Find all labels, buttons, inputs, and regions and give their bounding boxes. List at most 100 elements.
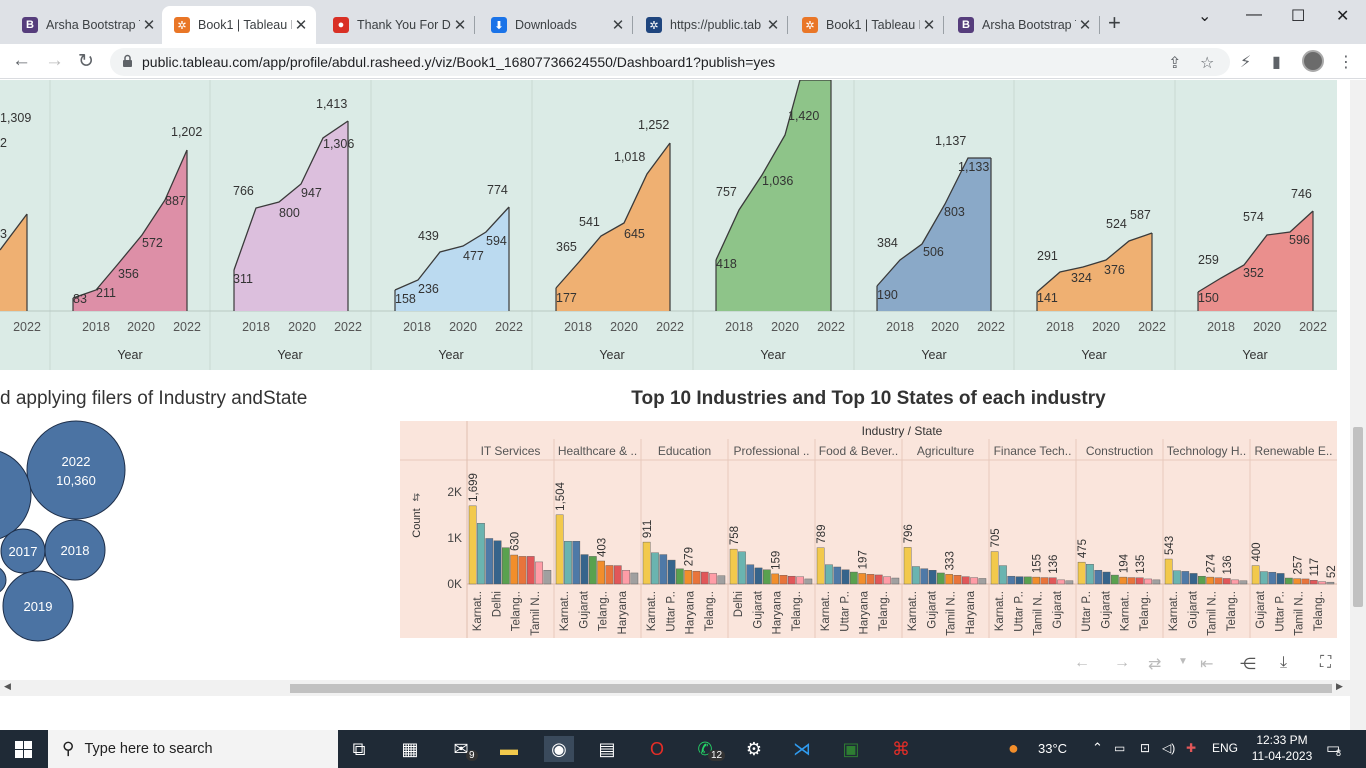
bar-mark[interactable]	[833, 566, 842, 585]
scroll-right-icon[interactable]: ▶	[1336, 681, 1343, 691]
bar-mark[interactable]	[920, 568, 929, 585]
bar-mark[interactable]	[841, 569, 850, 585]
bubble-mark[interactable]	[2, 570, 74, 642]
taskbar-search[interactable]: ⚲ Type here to search	[48, 730, 338, 768]
bar-mark[interactable]	[990, 551, 999, 585]
bar-mark[interactable]	[485, 538, 494, 585]
bar-mark[interactable]	[1094, 569, 1103, 585]
bar-mark[interactable]	[1065, 580, 1074, 585]
bar-mark[interactable]	[1173, 570, 1181, 585]
new-tab-button[interactable]: +	[1108, 10, 1121, 35]
bar-mark[interactable]	[746, 564, 755, 585]
bar-mark[interactable]	[717, 575, 726, 585]
area-mark[interactable]	[877, 158, 991, 311]
bar-mark[interactable]	[684, 569, 693, 585]
bar-mark[interactable]	[816, 547, 825, 585]
bar-mark[interactable]	[709, 573, 717, 585]
bar-mark[interactable]	[754, 567, 763, 585]
bar-mark[interactable]	[1077, 561, 1086, 585]
bar-mark[interactable]	[1276, 573, 1285, 585]
battery-icon[interactable]: ▭	[1114, 741, 1126, 755]
bar-mark[interactable]	[555, 514, 564, 585]
app-icon[interactable]: ▤	[598, 738, 616, 759]
bar-mark[interactable]	[572, 541, 581, 585]
bar-mark[interactable]	[945, 574, 954, 585]
file-explorer-icon[interactable]: ▬	[500, 738, 518, 759]
minimize-button[interactable]: —	[1246, 6, 1262, 23]
bubble-mark[interactable]	[44, 519, 106, 581]
browser-tab[interactable]: ✲ Book1 | Tableau P ✕	[162, 6, 316, 44]
tab-close-icon[interactable]: ✕	[1078, 17, 1092, 34]
bar-mark[interactable]	[1251, 565, 1260, 585]
tab-close-icon[interactable]: ✕	[611, 17, 625, 34]
bar-mark[interactable]	[468, 505, 477, 585]
bar-mark[interactable]	[613, 565, 622, 585]
maximize-button[interactable]: ☐	[1291, 8, 1306, 25]
undo-icon[interactable]: ←	[1074, 654, 1090, 671]
back-icon[interactable]: ←	[12, 50, 31, 71]
tray-chevron-icon[interactable]: ⌃	[1092, 740, 1103, 755]
bar-mark[interactable]	[1164, 558, 1173, 585]
bar-mark[interactable]	[526, 556, 535, 585]
bar-mark[interactable]	[738, 551, 746, 585]
chrome-icon[interactable]: ◉	[544, 736, 574, 762]
bar-mark[interactable]	[535, 561, 543, 585]
bar-mark[interactable]	[883, 576, 891, 585]
address-bar[interactable]: public.tableau.com/app/profile/abdul.ras…	[110, 48, 1230, 76]
acrobat-icon[interactable]: ⌘	[892, 738, 910, 759]
bar-mark[interactable]	[763, 569, 771, 585]
bar-mark[interactable]	[605, 565, 614, 585]
industry-header[interactable]: Construction	[1086, 444, 1153, 458]
bar-mark[interactable]	[1239, 580, 1248, 585]
bar-mark[interactable]	[1318, 581, 1326, 585]
store-icon[interactable]: ▦	[401, 738, 419, 759]
avatar[interactable]	[1302, 50, 1324, 72]
area-mark[interactable]	[1037, 233, 1152, 311]
bar-mark[interactable]	[501, 547, 510, 585]
bar-mark[interactable]	[779, 575, 788, 585]
area-mark[interactable]	[73, 150, 187, 311]
area-mark[interactable]	[395, 207, 509, 311]
bar-mark[interactable]	[1144, 578, 1152, 585]
vertical-scroll-thumb[interactable]	[1353, 427, 1363, 607]
bar-mark[interactable]	[796, 576, 804, 585]
tab-close-icon[interactable]: ✕	[766, 17, 780, 34]
bar-mark[interactable]	[1214, 577, 1223, 585]
bar-mark[interactable]	[622, 569, 630, 585]
industry-header[interactable]: Professional ..	[733, 444, 809, 458]
bar-mark[interactable]	[1260, 571, 1268, 585]
browser-tab[interactable]: ● Thank You For Do ✕	[321, 6, 475, 44]
bar-mark[interactable]	[1127, 577, 1136, 585]
bubble-mark[interactable]	[0, 566, 7, 594]
bar-mark[interactable]	[1222, 578, 1231, 585]
bar-mark[interactable]	[1040, 577, 1049, 585]
bookmark-star-icon[interactable]: ☆	[1200, 55, 1215, 72]
bar-mark[interactable]	[518, 556, 527, 585]
bar-mark[interactable]	[858, 573, 867, 585]
industry-header[interactable]: IT Services	[481, 444, 541, 458]
tab-close-icon[interactable]: ✕	[294, 17, 308, 34]
bar-mark[interactable]	[1024, 576, 1032, 585]
bar-mark[interactable]	[999, 565, 1007, 585]
bar-mark[interactable]	[630, 572, 639, 585]
notifications-icon[interactable]: ▭	[1326, 740, 1341, 757]
industry-header[interactable]: Renewable E..	[1254, 444, 1332, 458]
extensions-icon[interactable]: ⚡	[1240, 54, 1252, 71]
browser-tab[interactable]: ⬇ Downloads ✕	[479, 6, 633, 44]
bar-mark[interactable]	[1119, 576, 1128, 585]
bar-mark[interactable]	[1152, 579, 1161, 585]
bar-mark[interactable]	[597, 560, 606, 585]
redo-icon[interactable]: →	[1114, 654, 1130, 671]
browser-tab[interactable]: B Arsha Bootstrap T ✕	[10, 6, 164, 44]
settings-gear-icon[interactable]: ⚙	[745, 738, 763, 759]
browser-tab[interactable]: ✲ https://public.tab ✕	[634, 6, 788, 44]
bar-mark[interactable]	[651, 552, 659, 585]
tab-close-icon[interactable]: ✕	[453, 17, 467, 34]
bar-mark[interactable]	[1007, 575, 1016, 585]
vertical-scrollbar[interactable]	[1350, 80, 1366, 730]
tab-close-icon[interactable]: ✕	[922, 17, 936, 34]
clock-date[interactable]: 11-04-2023	[1251, 749, 1313, 763]
bar-mark[interactable]	[804, 578, 813, 585]
bar-mark[interactable]	[1086, 564, 1094, 585]
bar-mark[interactable]	[729, 548, 738, 585]
